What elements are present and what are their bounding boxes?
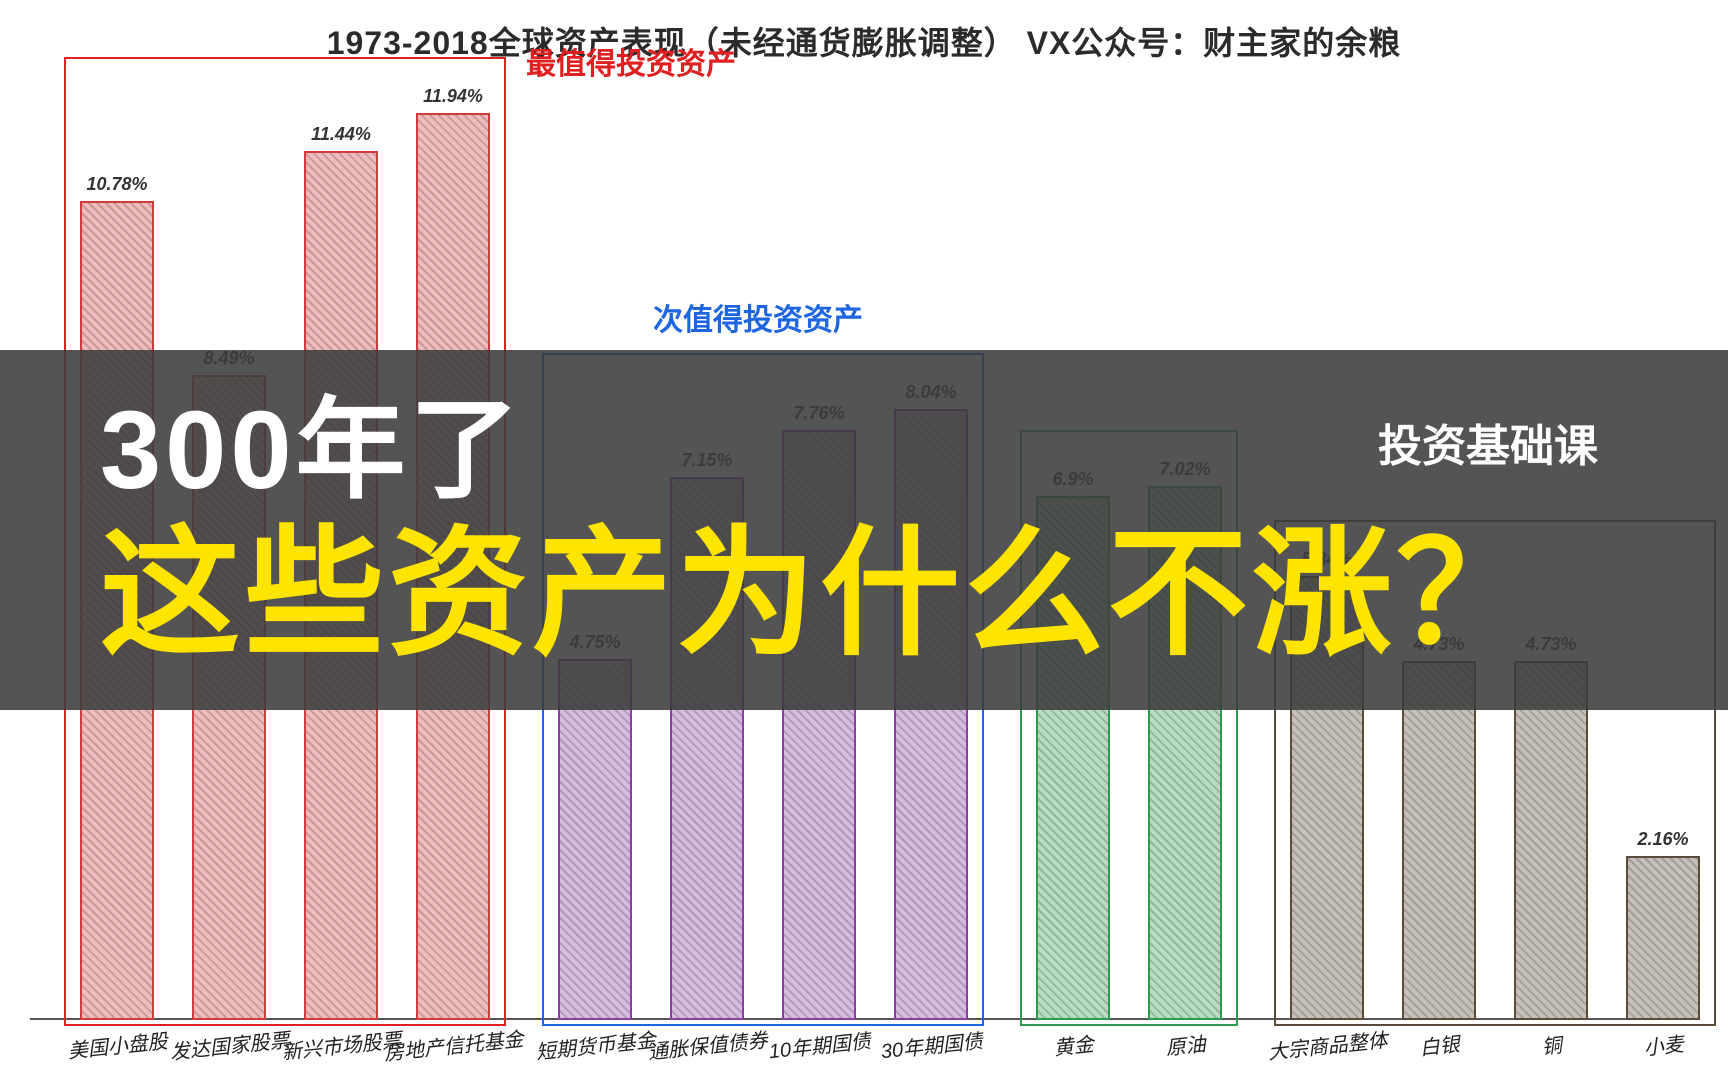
overlay-line2: 这些资产为什么不涨？ [100, 524, 1728, 664]
overlay-banner: 300年了 这些资产为什么不涨？ 投资基础课 [0, 350, 1728, 710]
group-label: 最值得投资资产 [526, 39, 736, 83]
stage: 1973-2018全球资产表现（未经通货膨胀调整） VX公众号：财主家的余粮 1… [0, 0, 1728, 1080]
group-label: 次值得投资资产 [653, 295, 863, 339]
overlay-tag: 投资基础课 [1378, 410, 1598, 474]
